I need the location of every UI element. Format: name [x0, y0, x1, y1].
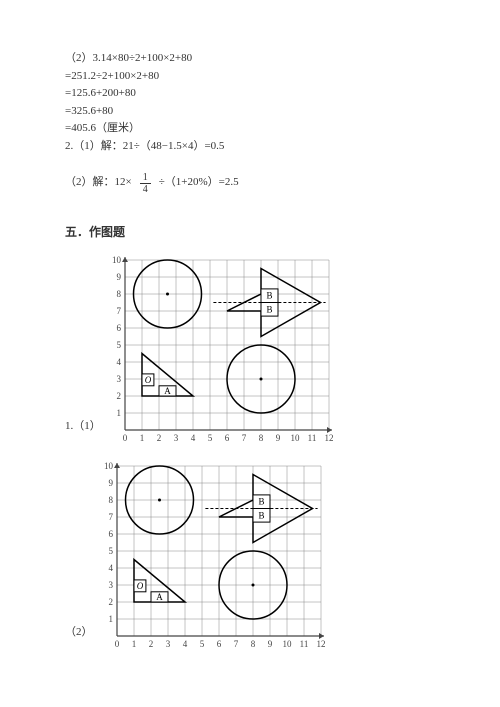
calc-line-5: =405.6（厘米）	[65, 120, 435, 138]
svg-text:6: 6	[225, 433, 230, 443]
calc-7b: ÷（1+20%）=2.5	[159, 174, 239, 192]
svg-text:1: 1	[116, 408, 121, 418]
svg-text:4: 4	[191, 433, 196, 443]
svg-text:9: 9	[116, 272, 121, 282]
svg-text:12: 12	[324, 433, 333, 443]
section-title: 五．作图题	[65, 223, 435, 242]
svg-text:2: 2	[108, 597, 113, 607]
svg-text:B: B	[258, 496, 264, 506]
svg-text:10: 10	[282, 639, 292, 649]
svg-text:4: 4	[116, 357, 121, 367]
svg-text:6: 6	[116, 323, 121, 333]
figure-1-row: 1.（1） 012345678910111212345678910AOBB	[65, 256, 435, 444]
calc-line-2: =251.2÷2+100×2+80	[65, 68, 435, 86]
grid-figure-1: 012345678910111212345678910AOBB	[107, 256, 333, 444]
svg-text:3: 3	[116, 374, 121, 384]
frac-den: 4	[140, 184, 151, 195]
svg-text:2: 2	[157, 433, 162, 443]
svg-text:8: 8	[108, 495, 113, 505]
svg-text:7: 7	[242, 433, 247, 443]
svg-text:9: 9	[108, 478, 113, 488]
calc-7a: （2）解：12×	[65, 174, 132, 192]
svg-text:B: B	[266, 304, 272, 314]
svg-text:8: 8	[259, 433, 264, 443]
svg-text:6: 6	[216, 639, 221, 649]
svg-text:7: 7	[233, 639, 238, 649]
svg-text:3: 3	[165, 639, 170, 649]
svg-text:7: 7	[116, 306, 121, 316]
svg-text:0: 0	[123, 433, 128, 443]
svg-text:10: 10	[112, 256, 122, 265]
svg-text:7: 7	[108, 512, 113, 522]
svg-text:1: 1	[108, 614, 113, 624]
calc-line-4: =325.6+80	[65, 103, 435, 121]
svg-text:5: 5	[116, 340, 121, 350]
frac-num: 1	[140, 172, 151, 184]
svg-text:0: 0	[114, 639, 119, 649]
svg-text:A: A	[156, 592, 163, 602]
figure-2-row: （2） 012345678910111212345678910AOBB	[65, 462, 435, 650]
svg-text:4: 4	[182, 639, 187, 649]
svg-text:9: 9	[267, 639, 272, 649]
svg-text:2: 2	[116, 391, 121, 401]
svg-text:8: 8	[116, 289, 121, 299]
svg-text:O: O	[136, 581, 143, 591]
svg-text:B: B	[258, 510, 264, 520]
svg-text:5: 5	[199, 639, 204, 649]
svg-text:11: 11	[299, 639, 308, 649]
fraction-icon: 1 4	[140, 172, 151, 195]
svg-text:9: 9	[276, 433, 281, 443]
svg-text:8: 8	[250, 639, 255, 649]
calc-line-7: （2）解：12× 1 4 ÷（1+20%）=2.5	[65, 172, 435, 195]
calc-line-1: （2）3.14×80÷2+100×2+80	[65, 50, 435, 68]
svg-text:A: A	[164, 386, 171, 396]
calc-line-6: 2.（1）解：21÷（48−1.5×4）=0.5	[65, 138, 435, 156]
svg-text:12: 12	[316, 639, 325, 649]
svg-text:2: 2	[148, 639, 153, 649]
svg-text:1: 1	[131, 639, 136, 649]
svg-text:6: 6	[108, 529, 113, 539]
svg-text:10: 10	[290, 433, 300, 443]
svg-text:1: 1	[140, 433, 145, 443]
svg-text:3: 3	[174, 433, 179, 443]
svg-text:B: B	[266, 290, 272, 300]
svg-text:O: O	[144, 375, 151, 385]
grid-figure-2: 012345678910111212345678910AOBB	[99, 462, 325, 650]
svg-text:5: 5	[208, 433, 213, 443]
svg-text:4: 4	[108, 563, 113, 573]
svg-text:10: 10	[104, 462, 114, 471]
figure-2-label: （2）	[65, 624, 93, 650]
calc-line-3: =125.6+200+80	[65, 85, 435, 103]
svg-text:3: 3	[108, 580, 113, 590]
svg-text:11: 11	[307, 433, 316, 443]
figure-1-label: 1.（1）	[65, 418, 101, 444]
svg-text:5: 5	[108, 546, 113, 556]
